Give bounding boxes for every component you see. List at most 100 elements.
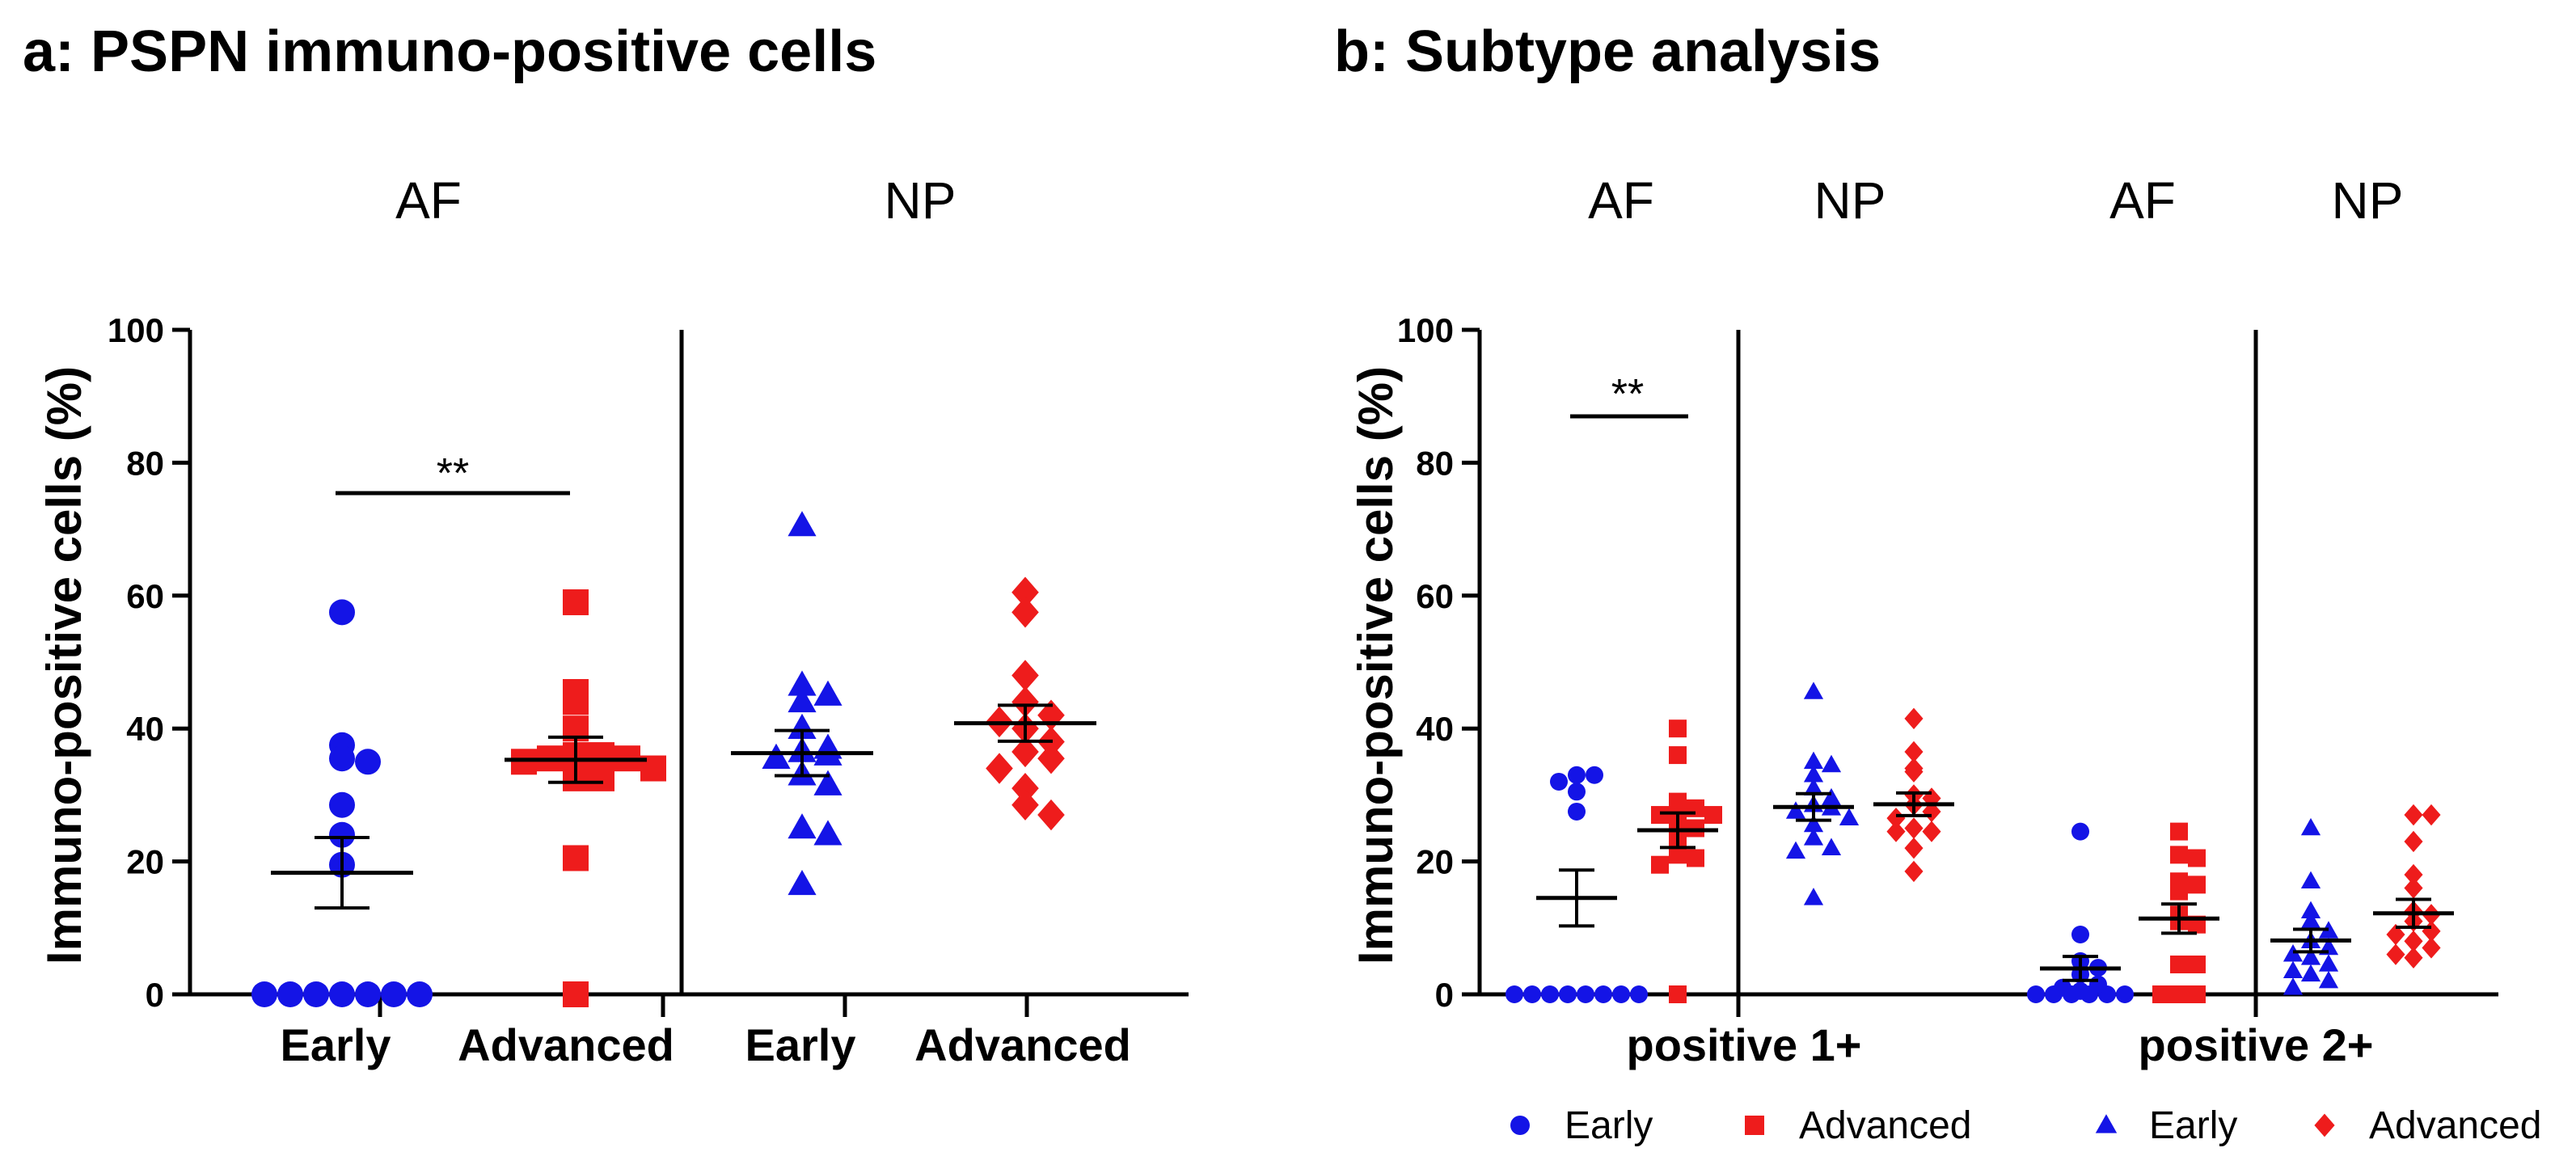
panel-a-series-3-point — [1011, 686, 1039, 718]
y-tick-label: 20 — [1416, 843, 1454, 881]
panel-b-series-2-point — [1821, 787, 1842, 806]
panel-b-x-label-positive-1: positive 1+ — [1626, 1019, 1861, 1070]
panel-a-significance-label: ** — [437, 450, 469, 497]
y-tick-label: 60 — [126, 577, 164, 615]
panel-b-series-5 — [2139, 822, 2219, 1003]
panel-a-series-3 — [954, 576, 1096, 831]
panel-b-series-2-point — [1803, 765, 1824, 783]
panel-a-series-0-point — [381, 981, 407, 1007]
panel-b-series-3-point — [1886, 807, 1906, 829]
legend-label-advanced-diamond: Advanced — [2369, 1104, 2542, 1147]
panel-b-series-4-point — [2027, 985, 2045, 1003]
panel-a-y-axis-label: Immuno-positive cells (%) — [37, 366, 91, 964]
data-marks — [251, 511, 2454, 1007]
panel-a-series-3-point — [1011, 576, 1039, 608]
panel-a-series-2-point — [788, 713, 817, 739]
panel-b-axes — [1477, 330, 2498, 1017]
panel-a-x-label-early-af: Early — [281, 1019, 391, 1070]
panel-b-series-7-point — [2386, 943, 2405, 965]
panel-b-series-5-point — [2188, 985, 2206, 1003]
panel-a-series-0-point — [329, 745, 355, 772]
panel-b-series-0-point — [1594, 985, 1612, 1003]
panel-a-series-2-point — [813, 770, 842, 795]
panel-a-x-label-early-np: Early — [745, 1019, 856, 1070]
panel-b-group-label-np-1: NP — [1814, 171, 1886, 230]
panel-b-series-6-point — [2300, 964, 2321, 982]
panel-b-series-6-point — [2300, 947, 2321, 965]
panel-a-series-1-point — [589, 742, 614, 769]
panel-a-series-2-point — [813, 680, 842, 706]
panel-b-series-6-point — [2283, 960, 2304, 979]
panel-b-series-5-point — [2170, 956, 2188, 974]
panel-a-series-1-point — [563, 845, 589, 871]
panel-a-x-label-advanced-af: Advanced — [458, 1019, 674, 1070]
panel-a-series-0-point — [407, 981, 433, 1007]
panel-b-series-0-point — [1612, 985, 1630, 1003]
y-tick-label: 80 — [126, 444, 164, 482]
panel-a-series-2 — [731, 511, 873, 896]
y-tick-label: 20 — [126, 843, 164, 881]
panel-b-series-3-point — [1904, 837, 1924, 859]
panel-b-series-3-point — [1904, 860, 1924, 883]
panel-b-group-label-np-2: NP — [2332, 171, 2404, 230]
y-tick-label: 100 — [108, 311, 164, 349]
panel-b-series-6-point — [2300, 817, 2321, 836]
panel-b-series-2-point — [1803, 814, 1824, 833]
panel-b-series-3 — [1873, 707, 1954, 883]
panel-a-series-2-point — [762, 743, 791, 769]
panel-b-series-7-point — [2404, 863, 2423, 886]
panel-b-series-4-point — [2116, 985, 2134, 1003]
legend-symbol-triangle — [2095, 1114, 2118, 1133]
legend-label-early-triangle: Early — [2149, 1104, 2237, 1147]
panel-b-series-0-point — [1568, 783, 1586, 801]
panel-a-series-3-point — [1011, 660, 1039, 691]
panel-b-series-0-point — [1568, 766, 1586, 784]
panel-b-series-1-point — [1669, 719, 1687, 738]
panel-b-series-0-point — [1630, 985, 1648, 1003]
panel-b-series-2-point — [1821, 754, 1842, 773]
panel-b-series-0-point — [1577, 985, 1594, 1003]
panel-b-significance-label: ** — [1611, 371, 1644, 418]
panel-b-series-1-point — [1669, 846, 1687, 864]
panel-a-series-0-point — [303, 981, 329, 1007]
panel-a-series-0-point — [355, 749, 381, 775]
y-tick-label: 0 — [146, 976, 164, 1014]
panel-b-series-6-point — [2283, 977, 2304, 995]
panel-b-series-7-point — [2404, 830, 2423, 853]
panel-b-series-2-point — [1821, 838, 1842, 855]
panel-b-series-6 — [2270, 817, 2351, 995]
panel-b-series-3-point — [1904, 741, 1924, 763]
legend-label-advanced-square: Advanced — [1799, 1104, 1972, 1147]
panel-b-series-1-point — [1651, 806, 1669, 825]
panel-b-x-label-positive-2: positive 2+ — [2138, 1019, 2373, 1070]
panel-b-series-5-point — [2170, 985, 2188, 1003]
panel-b-series-6-point — [2318, 970, 2339, 989]
panel-a-series-0-point — [251, 981, 277, 1007]
legend-symbol-square — [1745, 1116, 1764, 1135]
panel-b-series-6-point — [2318, 954, 2339, 972]
y-tick-label: 40 — [1416, 710, 1454, 748]
y-tick-label: 80 — [1416, 444, 1454, 482]
panel-b-series-2 — [1773, 681, 1860, 905]
panel-b-series-3-point — [1904, 761, 1924, 783]
panel-a-series-3-point — [1011, 736, 1039, 768]
panel-b-series-0-point — [1523, 985, 1541, 1003]
panel-a-series-3-point — [1011, 772, 1039, 804]
y-tick-label: 60 — [1416, 577, 1454, 615]
panel-b-series-2-point — [1803, 888, 1824, 905]
panel-a-series-0-point — [277, 981, 303, 1007]
panel-a-series-2-point — [788, 813, 817, 839]
panel-b-series-7-point — [2422, 804, 2441, 826]
panel-a-series-3-point — [1011, 597, 1039, 628]
panel-a-series-1-point — [563, 689, 589, 715]
panel-b-series-5-point — [2188, 876, 2206, 894]
panel-a-series-1-point — [563, 981, 589, 1007]
panel-b-series-3-point — [1886, 821, 1906, 842]
panel-b-group-label-af-1: AF — [1588, 171, 1654, 230]
panel-b-series-1 — [1637, 719, 1722, 1003]
panel-a-series-2-point — [813, 820, 842, 846]
legend-symbol-diamond — [2314, 1113, 2335, 1137]
panel-b-series-5-point — [2170, 846, 2188, 864]
panel-a-series-0-point — [355, 981, 381, 1007]
